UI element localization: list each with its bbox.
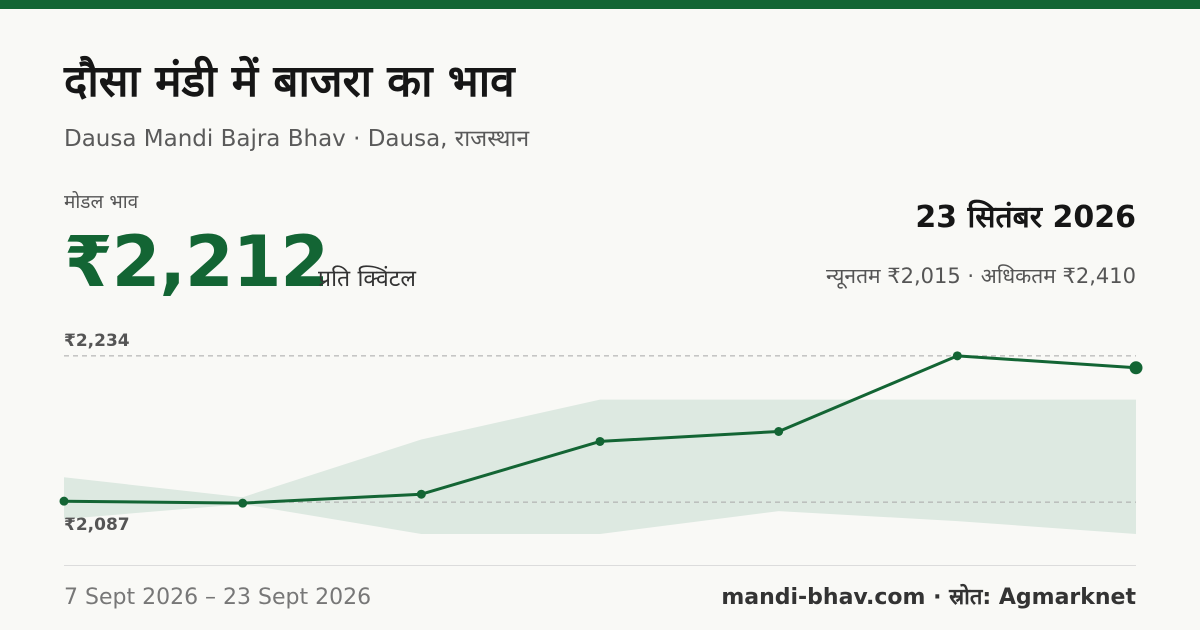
modal-price-label: मोडल भाव <box>64 191 139 213</box>
data-point <box>774 426 784 436</box>
source-credit: mandi-bhav.com · स्रोत: Agmarknet <box>721 585 1136 610</box>
date-range: 7 Sept 2026 – 23 Sept 2026 <box>64 585 372 610</box>
top-accent-bar <box>0 0 1200 9</box>
data-point <box>238 498 248 508</box>
footer-divider <box>64 565 1136 566</box>
modal-price-value: ₹2,212 <box>64 221 329 303</box>
page-subtitle: Dausa Mandi Bajra Bhav · Dausa, राजस्थान <box>64 126 530 152</box>
reference-label-low: ₹2,087 <box>64 515 130 535</box>
data-point <box>1129 361 1143 375</box>
price-date: 23 सितंबर 2026 <box>915 200 1136 235</box>
min-max-range-band <box>64 399 1136 534</box>
price-unit: प्रति क्विंटल <box>318 266 416 292</box>
reference-label-high: ₹2,234 <box>64 331 130 351</box>
data-point <box>59 496 69 506</box>
min-max-price: न्यूनतम ₹2,015 · अधिकतम ₹2,410 <box>826 264 1136 288</box>
data-point <box>595 436 605 446</box>
page-title: दौसा मंडी में बाजरा का भाव <box>64 56 515 107</box>
data-point <box>952 351 962 361</box>
data-point <box>416 489 426 499</box>
